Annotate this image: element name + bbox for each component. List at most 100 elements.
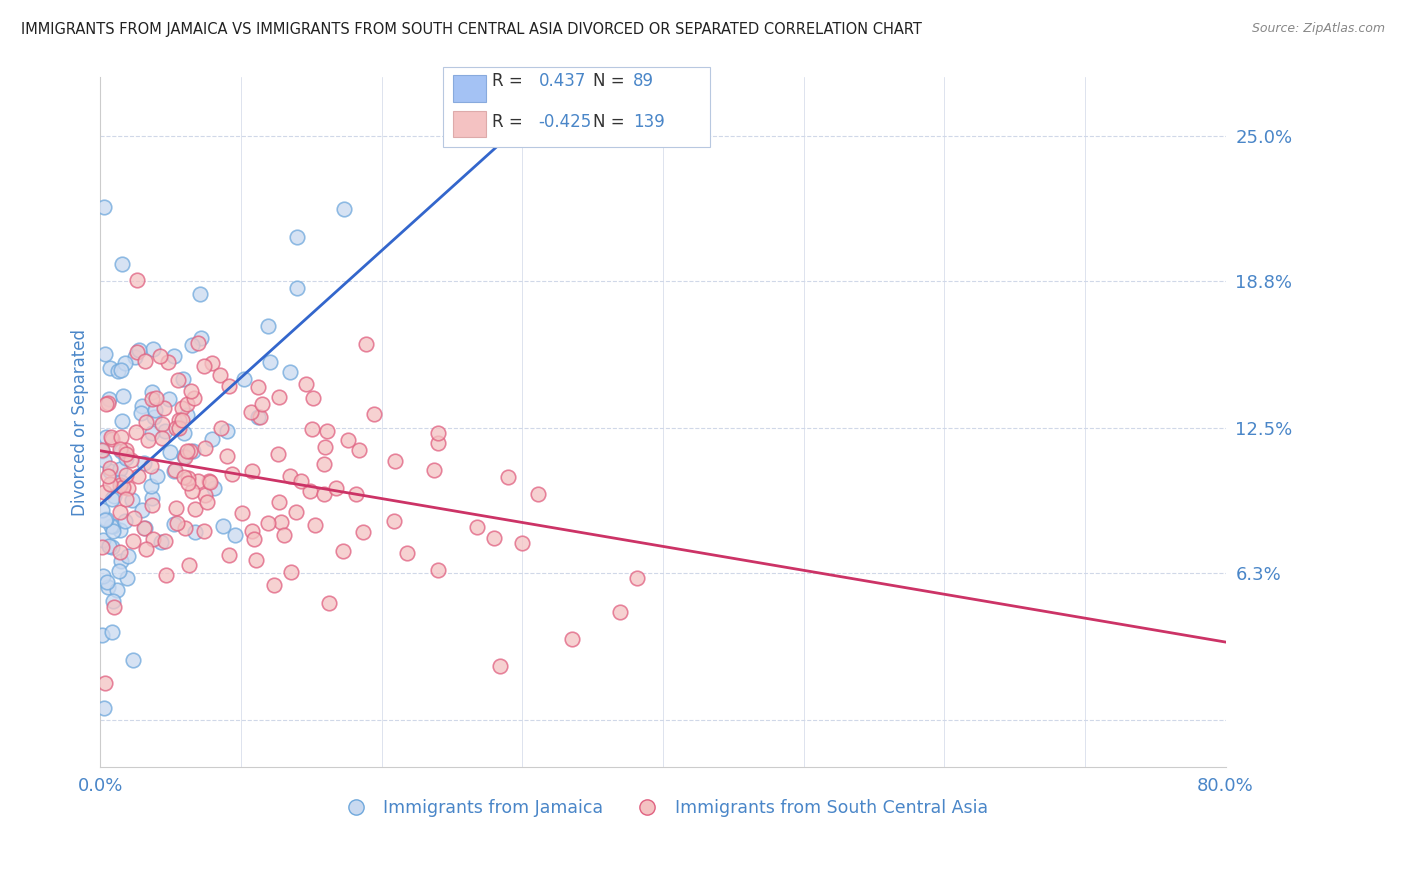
Point: [278, 365, 301, 379]
Point: [159, 445, 181, 459]
Point: [332, 543, 354, 558]
Point: [382, 515, 405, 529]
Point: [259, 355, 281, 369]
Point: [142, 409, 165, 424]
Point: [243, 532, 266, 546]
Point: [100, 625, 122, 640]
Point: [134, 354, 156, 368]
Point: [194, 488, 217, 502]
Point: [177, 558, 200, 572]
Point: [150, 417, 173, 431]
Point: [181, 443, 204, 458]
Point: [127, 273, 149, 287]
Point: [93, 701, 115, 715]
Point: [111, 481, 134, 495]
Point: [180, 484, 202, 499]
Point: [101, 519, 124, 533]
Legend: Immigrants from Jamaica, Immigrants from South Central Asia: Immigrants from Jamaica, Immigrants from…: [332, 792, 994, 823]
Point: [314, 440, 336, 454]
Point: [284, 506, 307, 520]
Point: [218, 548, 240, 562]
Point: [90, 443, 112, 458]
Point: [173, 470, 195, 484]
Point: [145, 391, 167, 405]
Point: [96, 575, 118, 590]
Point: [134, 521, 156, 535]
Point: [100, 432, 122, 446]
Point: [173, 425, 195, 440]
Point: [208, 368, 231, 382]
Point: [318, 595, 340, 609]
Point: [93, 200, 115, 214]
Point: [510, 535, 533, 549]
Point: [194, 442, 217, 456]
Point: [165, 500, 187, 515]
Point: [299, 483, 322, 498]
Point: [110, 444, 132, 458]
Point: [167, 413, 190, 427]
Point: [247, 380, 270, 394]
Point: [163, 464, 186, 478]
Point: [198, 474, 221, 488]
Text: 0.437: 0.437: [538, 72, 586, 90]
Point: [193, 359, 215, 373]
Point: [108, 523, 131, 537]
Point: [152, 432, 174, 446]
Point: [267, 447, 290, 461]
Point: [115, 491, 138, 506]
Point: [316, 425, 339, 439]
Point: [101, 491, 124, 506]
Point: [352, 524, 374, 539]
Point: [218, 378, 240, 392]
Point: [184, 501, 207, 516]
Point: [337, 433, 360, 447]
Point: [115, 447, 138, 461]
Point: [98, 361, 121, 376]
Point: [91, 533, 114, 547]
Point: [139, 459, 162, 474]
Point: [240, 463, 263, 477]
Point: [124, 350, 146, 364]
Point: [108, 478, 131, 492]
Point: [188, 287, 211, 301]
Point: [249, 410, 271, 425]
Point: [231, 506, 253, 520]
Point: [273, 528, 295, 542]
Point: [349, 443, 371, 458]
Point: [167, 421, 190, 435]
Point: [141, 491, 163, 505]
Point: [426, 563, 449, 577]
Point: [100, 430, 122, 444]
Point: [142, 342, 165, 356]
Point: [172, 413, 194, 427]
Point: [302, 391, 325, 405]
Point: [427, 435, 450, 450]
Point: [333, 202, 356, 217]
Point: [609, 605, 631, 619]
Point: [127, 345, 149, 359]
Point: [325, 481, 347, 495]
Point: [141, 425, 163, 440]
Text: IMMIGRANTS FROM JAMAICA VS IMMIGRANTS FROM SOUTH CENTRAL ASIA DIVORCED OR SEPARA: IMMIGRANTS FROM JAMAICA VS IMMIGRANTS FR…: [21, 22, 922, 37]
Point: [155, 534, 177, 549]
Text: R =: R =: [492, 72, 523, 90]
Point: [156, 355, 179, 369]
Point: [179, 443, 201, 458]
Text: N =: N =: [593, 72, 624, 90]
Point: [110, 362, 132, 376]
Point: [285, 281, 308, 295]
Point: [215, 449, 238, 463]
Point: [100, 476, 122, 491]
Point: [363, 407, 385, 421]
Point: [110, 554, 132, 568]
Point: [131, 399, 153, 413]
Point: [97, 539, 120, 553]
Point: [195, 495, 218, 509]
Point: [101, 593, 124, 607]
Point: [224, 528, 246, 542]
Point: [121, 534, 143, 549]
Point: [94, 676, 117, 690]
Point: [110, 505, 132, 519]
Point: [98, 461, 121, 475]
Point: [114, 356, 136, 370]
